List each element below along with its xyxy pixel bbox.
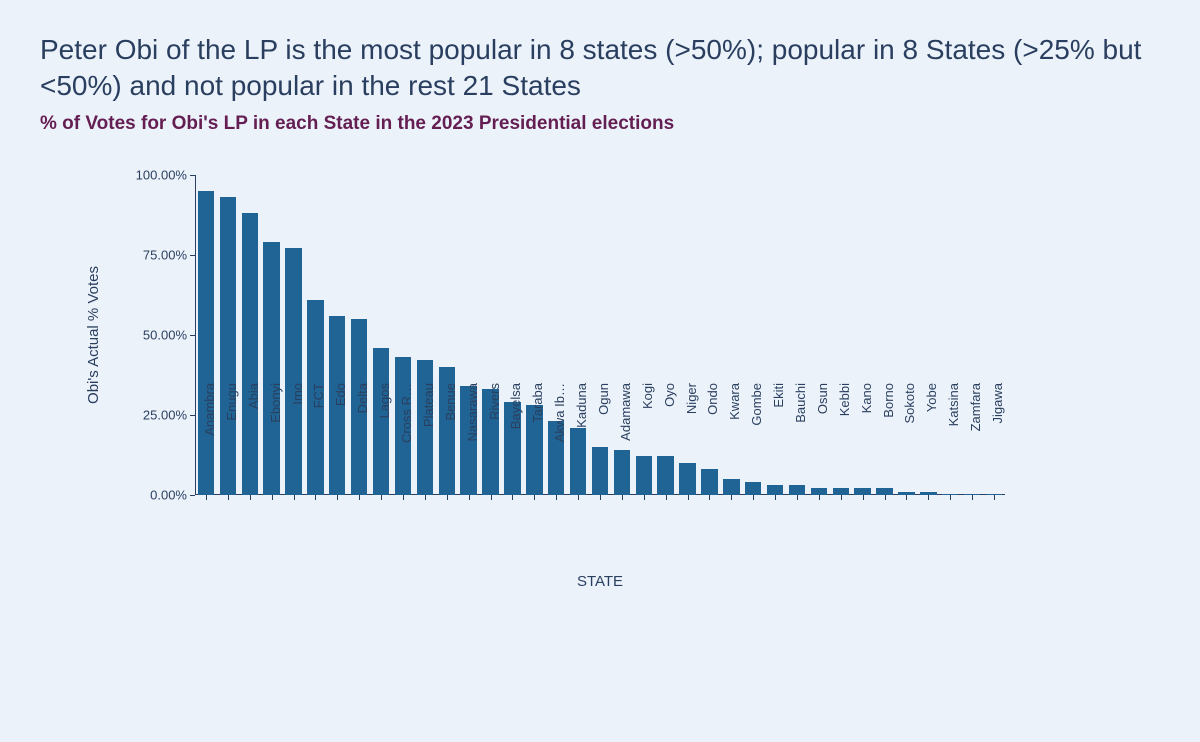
y-tick-mark: [190, 415, 195, 416]
x-tick-label: Rivers: [487, 383, 502, 503]
x-tick-label: Taraba: [530, 383, 545, 503]
x-tick-label: Oyo: [662, 383, 677, 503]
x-tick-label: Lagos: [377, 383, 392, 503]
x-tick-label: Osun: [815, 383, 830, 503]
y-tick-label: 25.00%: [143, 407, 195, 422]
x-tick-label: Kano: [859, 383, 874, 503]
x-tick-label: Gombe: [749, 383, 764, 503]
x-tick-label: Ebonyi: [268, 383, 283, 503]
x-tick-label: Borno: [881, 383, 896, 503]
x-tick-label: Zamfara: [968, 383, 983, 503]
x-tick-label: Benue: [443, 383, 458, 503]
x-tick-label: Kaduna: [574, 383, 589, 503]
y-tick-label: 0.00%: [150, 487, 195, 502]
y-tick-label: 75.00%: [143, 247, 195, 262]
y-tick-label: 100.00%: [136, 167, 195, 182]
x-tick-label: Edo: [333, 383, 348, 503]
y-tick-mark: [190, 335, 195, 336]
x-tick-label: Bauchi: [793, 383, 808, 503]
x-tick-label: Kwara: [727, 383, 742, 503]
x-tick-label: Bayelsa: [508, 383, 523, 503]
y-axis-title: Obi's Actual % Votes: [85, 266, 102, 404]
x-tick-label: Delta: [355, 383, 370, 503]
y-tick-mark: [190, 495, 195, 496]
chart-container: Peter Obi of the LP is the most popular …: [0, 0, 1200, 742]
x-tick-label: Jigawa: [990, 383, 1005, 503]
x-tick-label: Adamawa: [618, 383, 633, 503]
x-tick-label: Imo: [290, 383, 305, 503]
x-tick-label: Kebbi: [837, 383, 852, 503]
chart-box: Obi's Actual % Votes 0.00%25.00%50.00%75…: [55, 145, 1020, 705]
x-tick-label: Yobe: [924, 383, 939, 503]
x-tick-label: Plateau: [421, 383, 436, 503]
x-tick-label: Enugu: [224, 383, 239, 503]
x-tick-label: Ogun: [596, 383, 611, 503]
x-tick-label: Ondo: [705, 383, 720, 503]
x-tick-label: Katsina: [946, 383, 961, 503]
y-tick-mark: [190, 175, 195, 176]
y-tick-label: 50.00%: [143, 327, 195, 342]
y-tick-mark: [190, 255, 195, 256]
x-tick-label: Anambra: [202, 383, 217, 503]
x-tick-label: Sokoto: [902, 383, 917, 503]
x-tick-label: FCT: [311, 383, 326, 503]
plot-area: 0.00%25.00%50.00%75.00%100.00%AnambraEnu…: [195, 175, 1005, 495]
x-tick-label: Cross R…: [399, 383, 414, 503]
x-tick-label: Akwa Ib…: [552, 383, 567, 503]
x-tick-label: Abia: [246, 383, 261, 503]
x-tick-label: Niger: [684, 383, 699, 503]
x-tick-label: Kogi: [640, 383, 655, 503]
chart-title: Peter Obi of the LP is the most popular …: [40, 32, 1160, 105]
x-tick-label: Ekiti: [771, 383, 786, 503]
x-axis-title: STATE: [577, 573, 623, 590]
y-axis-line: [195, 175, 196, 495]
chart-subtitle: % of Votes for Obi's LP in each State in…: [40, 113, 1160, 135]
x-tick-label: Nasarawa: [465, 383, 480, 503]
